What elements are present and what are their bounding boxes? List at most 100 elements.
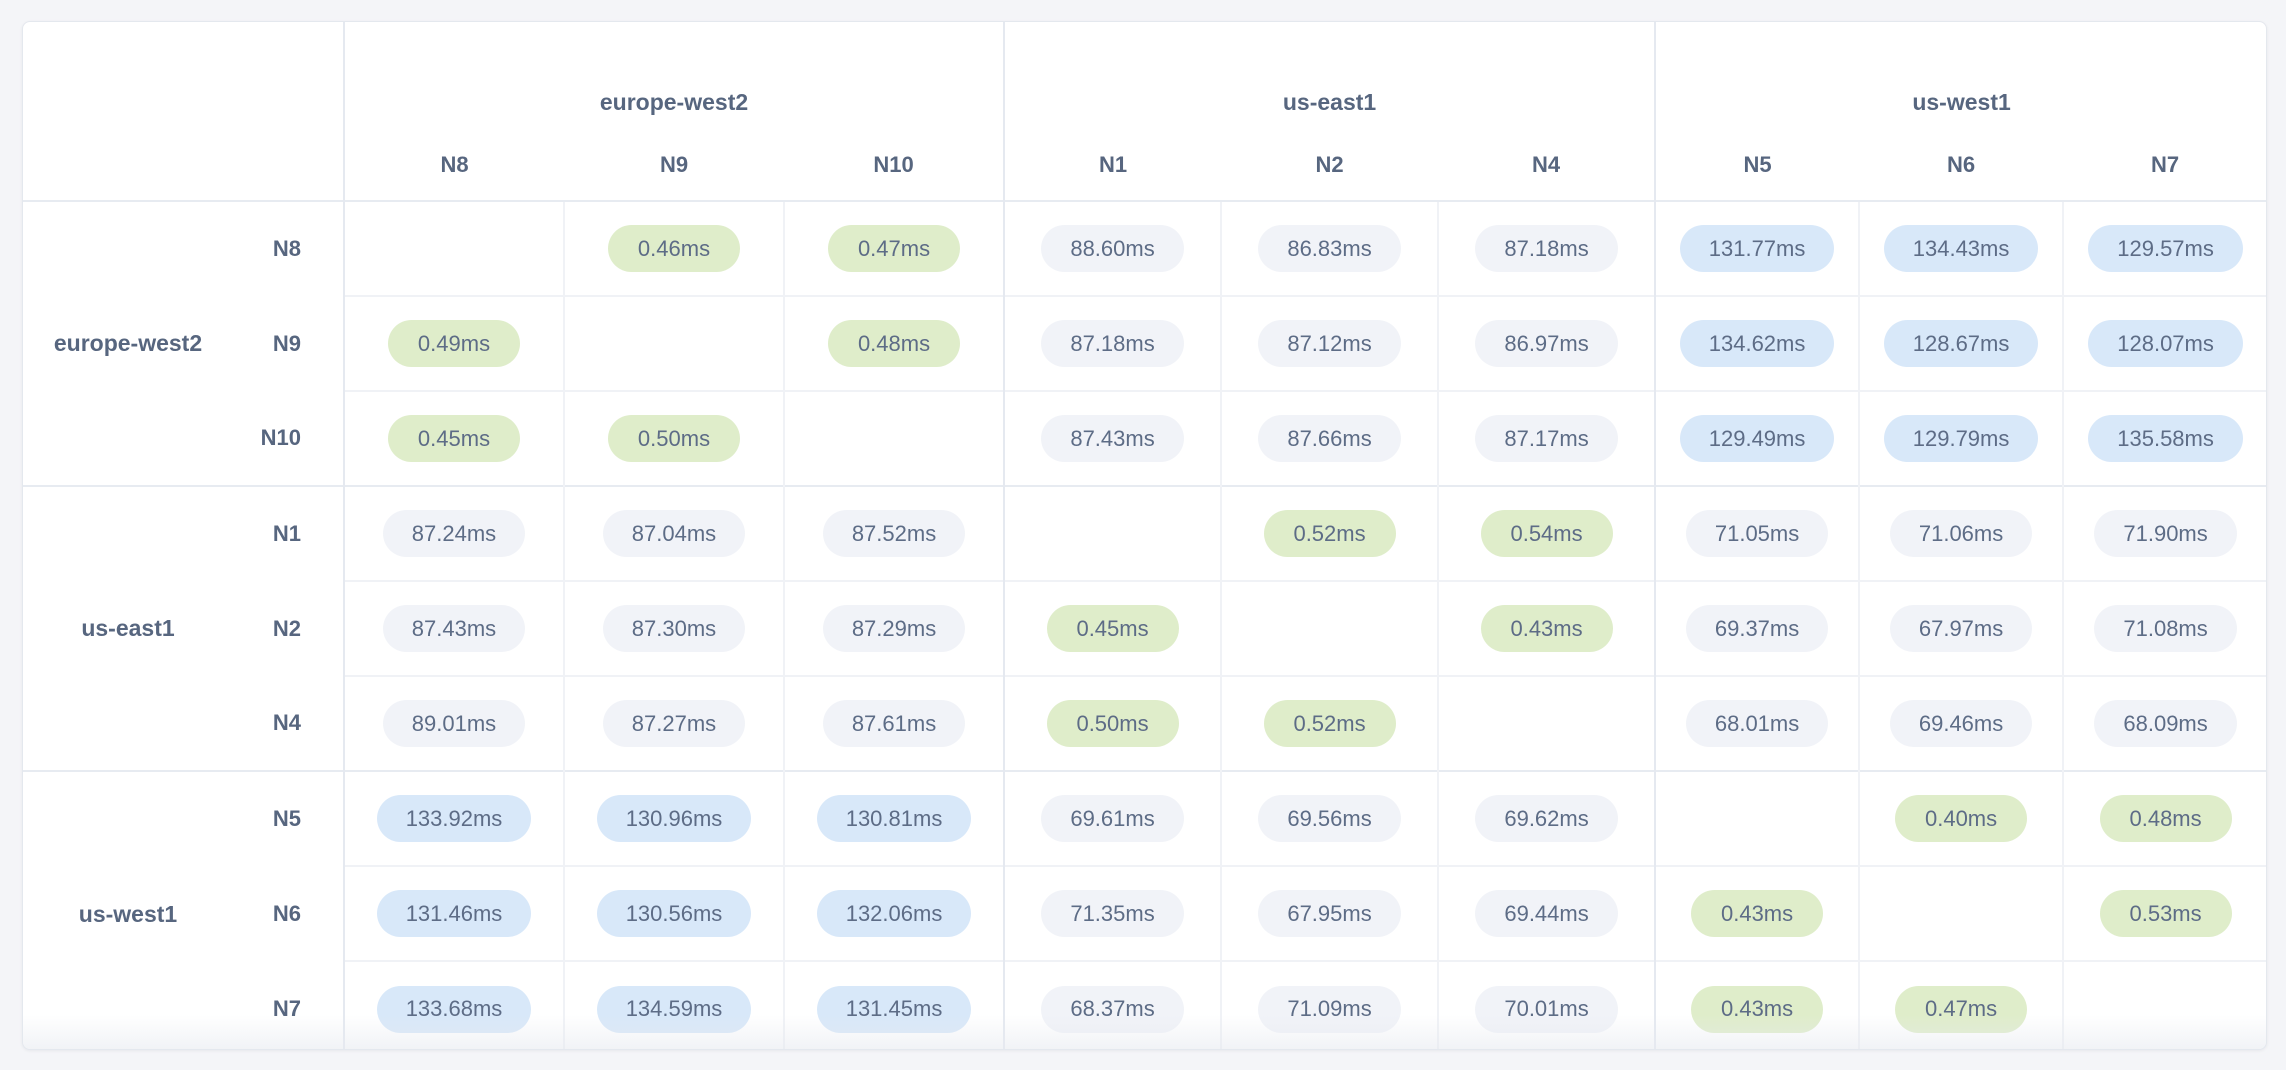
latency-cell: 87.29ms [782, 580, 1005, 676]
latency-pill: 71.90ms [2094, 510, 2237, 557]
col-node-header: N2 [1315, 152, 1344, 177]
latency-cell: 0.47ms [1858, 960, 2064, 1049]
col-group-region: us-east1 [1003, 22, 1656, 140]
latency-pill: 0.53ms [2099, 890, 2232, 937]
row-group-region: us-east1 [23, 485, 233, 771]
latency-cell: 130.96ms [563, 770, 784, 866]
latency-cell: 0.52ms [1220, 675, 1439, 771]
latency-cell: 87.27ms [563, 675, 784, 771]
latency-cell [2062, 960, 2266, 1049]
table-row: europe-west2 N8 0.46ms 0.47ms 88.60ms 86.83ms… [23, 200, 2266, 486]
latency-cell: 128.67ms [1858, 295, 2064, 391]
latency-cell: 68.09ms [2062, 675, 2266, 771]
latency-pill: 87.43ms [1041, 415, 1184, 462]
latency-pill: 88.60ms [1041, 225, 1184, 272]
latency-pill: 0.52ms [1263, 510, 1396, 557]
header-region-row: europe-west2 us-east1 us-west1 [23, 22, 2266, 140]
latency-pill: 132.06ms [816, 890, 972, 937]
table-row: N6 131.46ms 130.56ms 132.06ms 71.35ms 67.95ms… [23, 865, 2266, 961]
latency-pill: 0.40ms [1895, 795, 2028, 842]
latency-pill: 133.92ms [376, 795, 532, 842]
latency-cell: 132.06ms [782, 865, 1005, 961]
latency-pill: 87.66ms [1258, 415, 1401, 462]
latency-pill: 86.83ms [1258, 225, 1401, 272]
latency-cell: 129.49ms [1654, 390, 1860, 486]
latency-cell: 0.50ms [1003, 675, 1222, 771]
latency-cell: 87.04ms [563, 485, 784, 581]
latency-pill: 133.68ms [376, 985, 532, 1033]
latency-matrix: europe-west2 us-east1 us-west1 N8 N9 N10… [23, 22, 2266, 1049]
latency-pill: 0.45ms [388, 415, 520, 462]
latency-cell: 129.79ms [1858, 390, 2064, 486]
table-row: us-east1 N1 87.24ms 87.04ms 87.52ms 0.52ms 0.5… [23, 485, 2266, 771]
latency-pill: 69.61ms [1041, 795, 1184, 842]
latency-cell: 87.17ms [1437, 390, 1656, 486]
latency-cell: 69.62ms [1437, 770, 1656, 866]
table-row: N9 0.49ms 0.48ms 87.18ms 87.12ms 86.97ms 134.6… [23, 295, 2266, 391]
latency-pill: 135.58ms [2088, 415, 2243, 462]
latency-cell: 131.77ms [1654, 200, 1860, 296]
latency-cell: 131.45ms [782, 960, 1005, 1049]
table-row: us-west1 N5 133.92ms 130.96ms 130.81ms 69.61m… [23, 770, 2266, 1049]
latency-pill: 129.49ms [1679, 415, 1835, 462]
latency-pill: 71.35ms [1041, 890, 1184, 937]
latency-pill: 69.62ms [1475, 795, 1618, 842]
row-node-label: N6 [272, 900, 301, 926]
row-node-label: N8 [233, 200, 344, 296]
latency-pill: 130.96ms [596, 795, 752, 842]
latency-cell: 0.43ms [1654, 960, 1860, 1049]
latency-cell: 87.66ms [1220, 390, 1439, 486]
latency-pill: 87.30ms [602, 605, 746, 652]
latency-cell: 87.61ms [782, 675, 1005, 771]
latency-pill: 68.09ms [2094, 700, 2237, 747]
latency-cell: 69.44ms [1437, 865, 1656, 961]
col-node-header: N4 [1531, 152, 1561, 177]
latency-cell [782, 390, 1005, 486]
latency-cell: 0.48ms [2062, 770, 2266, 866]
latency-pill: 0.45ms [1046, 605, 1179, 652]
table-row: N7 133.68ms 134.59ms 131.45ms 68.37ms 71.09ms… [23, 960, 2266, 1049]
latency-pill: 87.24ms [382, 510, 526, 557]
latency-cell: 69.61ms [1003, 770, 1222, 866]
latency-pill: 69.56ms [1258, 795, 1401, 842]
latency-pill: 131.77ms [1679, 225, 1835, 272]
col-node-header: N9 [659, 152, 689, 177]
latency-cell: 87.30ms [563, 580, 784, 676]
latency-pill: 87.04ms [602, 510, 746, 557]
row-node-label: N9 [272, 330, 301, 356]
latency-cell [1858, 865, 2064, 961]
col-node-header: N5 [1654, 140, 1860, 201]
col-node-header: N6 [1947, 152, 1976, 177]
latency-cell: 68.01ms [1654, 675, 1860, 771]
latency-cell: 0.49ms [343, 295, 564, 391]
latency-cell: 0.48ms [782, 295, 1005, 391]
latency-cell: 0.54ms [1437, 485, 1656, 581]
latency-pill: 0.47ms [828, 225, 961, 272]
latency-pill: 71.09ms [1258, 985, 1401, 1033]
latency-pill: 87.29ms [822, 605, 966, 652]
latency-cell: 87.52ms [782, 485, 1005, 581]
latency-cell: 67.97ms [1858, 580, 2064, 676]
col-node-header: N8 [343, 140, 564, 201]
header-nodes-row: N8 N9 N10 N1 N2 N4 N5 N6 N7 [23, 140, 2266, 201]
latency-pill: 87.17ms [1475, 415, 1618, 462]
latency-cell: 71.90ms [2062, 485, 2266, 581]
latency-pill: 71.05ms [1685, 510, 1829, 557]
latency-cell [1003, 485, 1222, 581]
latency-cell: 87.43ms [343, 580, 564, 676]
latency-cell: 87.43ms [1003, 390, 1222, 486]
latency-cell: 0.52ms [1220, 485, 1439, 581]
latency-pill: 70.01ms [1475, 985, 1618, 1033]
latency-cell: 87.18ms [1437, 200, 1656, 296]
latency-pill: 69.46ms [1889, 700, 2033, 747]
latency-pill: 68.01ms [1685, 700, 1829, 747]
latency-cell: 0.47ms [782, 200, 1005, 296]
latency-matrix-card: europe-west2 us-east1 us-west1 N8 N9 N10… [22, 21, 2267, 1050]
latency-pill: 87.18ms [1041, 320, 1184, 367]
latency-pill: 87.43ms [382, 605, 526, 652]
latency-cell [343, 200, 564, 296]
latency-pill: 0.50ms [608, 415, 740, 462]
latency-pill: 129.79ms [1883, 415, 2039, 462]
latency-pill: 0.50ms [1046, 700, 1179, 747]
latency-cell: 71.35ms [1003, 865, 1222, 961]
